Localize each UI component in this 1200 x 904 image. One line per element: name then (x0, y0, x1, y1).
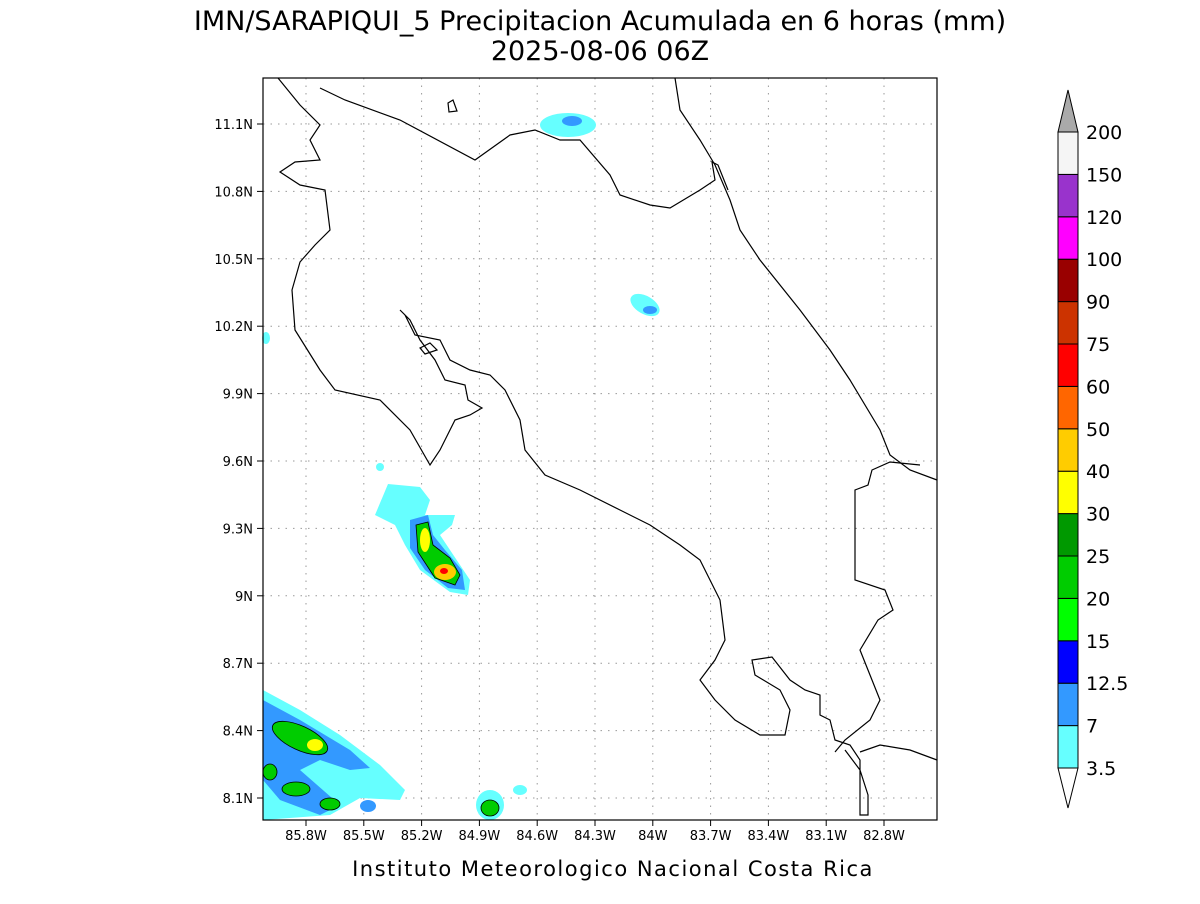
axis-labels: 85.8W 85.5W 85.2W 84.9W 84.6W 84.3W 84W 83.7W 83… (214, 118, 905, 844)
colorbar-label: 90 (1086, 292, 1110, 314)
y-tick-label: 10.2N (214, 320, 253, 335)
x-tick-label: 83.4W (747, 829, 789, 844)
colorbar-label: 3.5 (1086, 758, 1116, 780)
island (419, 342, 439, 355)
colorbar-label: 25 (1086, 546, 1110, 568)
x-tick-label: 85.2W (401, 829, 443, 844)
coastline (859, 744, 938, 761)
precip-area (262, 763, 278, 781)
colorbar-segment (1057, 173, 1079, 218)
colorbar-segment (1057, 343, 1079, 387)
colorbar-label: 20 (1086, 588, 1110, 610)
coastlines (277, 77, 938, 816)
y-tick-label: 9.9N (223, 388, 253, 403)
colorbar-segment (1057, 301, 1079, 345)
map: 85.8W 85.5W 85.2W 84.9W 84.6W 84.3W 84W 83.7W 83… (214, 77, 938, 844)
x-tick-label: 84.6W (516, 829, 558, 844)
coastline (319, 87, 729, 209)
y-tick-label: 10.8N (214, 185, 253, 200)
colorbar-segment (1057, 131, 1079, 175)
y-tick-label: 10.5N (214, 253, 253, 268)
precip-area (420, 528, 430, 552)
colorbar-segment (1057, 725, 1079, 769)
x-tick-label: 83.7W (690, 829, 732, 844)
precip-area (643, 306, 657, 314)
y-tick-label: 9.6N (223, 455, 253, 470)
colorbar-label: 40 (1086, 461, 1110, 483)
y-tick-label: 8.1N (223, 792, 253, 807)
colorbar-label: 50 (1086, 419, 1110, 441)
colorbar-label: 30 (1086, 504, 1110, 526)
colorbar-segment (1057, 428, 1079, 472)
title: IMN/SARAPIQUI_5 Precipitacion Acumulada … (194, 6, 1006, 37)
colorbar-over (1057, 89, 1079, 133)
precip-area (281, 781, 311, 797)
precip-area (360, 800, 376, 812)
colorbar-segment (1057, 258, 1079, 303)
precip-area (480, 799, 500, 817)
precip-area (319, 797, 341, 811)
colorbar-segment (1057, 513, 1079, 557)
colorbar-label: 150 (1086, 164, 1122, 186)
precip-area (562, 116, 582, 126)
colorbar-segment (1057, 385, 1079, 430)
precip-area (262, 332, 270, 344)
y-tick-label: 9.3N (223, 522, 253, 537)
y-tick-label: 8.7N (223, 657, 253, 672)
coastline (277, 77, 869, 816)
precip-area (513, 785, 527, 795)
colorbar-segment (1057, 555, 1079, 599)
colorbar-segment (1057, 597, 1079, 642)
coastline (674, 77, 938, 481)
colorbar-segment (1057, 470, 1079, 515)
colorbar-label: 12.5 (1086, 673, 1128, 695)
map-frame-bg (263, 78, 937, 820)
colorbar-under (1057, 767, 1079, 809)
x-tick-label: 84W (638, 829, 668, 844)
x-tick-label: 85.5W (343, 829, 385, 844)
x-tick-label: 84.9W (458, 829, 500, 844)
colorbar: 3.5 7 12.5 15 20 25 30 40 50 60 75 90 100 120 150 200 (1057, 89, 1128, 809)
precip-area (307, 739, 323, 751)
credit: Instituto Meteorologico Nacional Costa R… (352, 857, 874, 881)
colorbar-label: 15 (1086, 631, 1110, 653)
precip-area (376, 463, 384, 471)
map-frame (262, 77, 938, 821)
y-tick-label: 9N (235, 590, 253, 605)
colorbar-label: 75 (1086, 334, 1110, 356)
colorbar-label: 7 (1086, 716, 1098, 738)
x-tick-label: 85.8W (285, 829, 327, 844)
coastline (834, 461, 921, 753)
colorbar-segment (1057, 216, 1079, 260)
precipitation (262, 113, 660, 820)
x-tick-label: 84.3W (574, 829, 616, 844)
subtitle: 2025-08-06 06Z (491, 36, 709, 67)
island (447, 99, 458, 113)
colorbar-label: 60 (1086, 376, 1110, 398)
y-tick-label: 8.4N (223, 725, 253, 740)
colorbar-label: 120 (1086, 207, 1122, 229)
colorbar-segment (1057, 640, 1079, 684)
colorbar-segment (1057, 682, 1079, 727)
colorbar-label: 100 (1086, 249, 1122, 271)
precip-area (440, 568, 448, 574)
x-tick-label: 83.1W (805, 829, 847, 844)
y-tick-label: 11.1N (214, 118, 253, 133)
x-tick-label: 82.8W (863, 829, 905, 844)
colorbar-label: 200 (1086, 122, 1122, 144)
